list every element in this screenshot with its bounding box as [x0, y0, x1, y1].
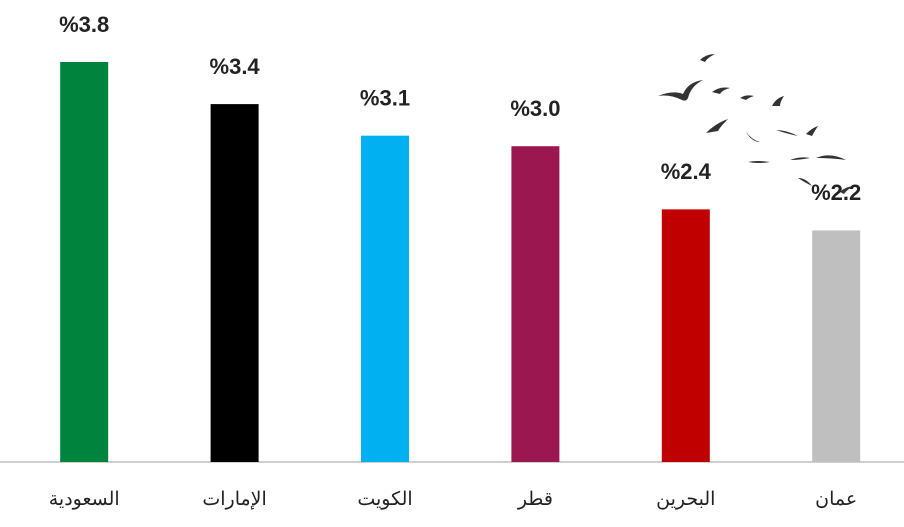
bar	[361, 135, 409, 462]
value-label: %3.1	[360, 85, 410, 110]
value-label: %2.4	[661, 159, 712, 184]
bar	[511, 146, 560, 463]
bar	[812, 230, 861, 462]
bar	[60, 62, 109, 462]
x-tick-label: قطر	[517, 488, 553, 510]
x-tick-label: الكويت	[357, 488, 412, 510]
bar	[661, 209, 710, 462]
value-label: %3.4	[210, 54, 261, 79]
bar	[210, 104, 259, 463]
x-tick-label: السعودية	[49, 488, 120, 510]
x-tick-label: عمان	[815, 488, 857, 510]
birds	[658, 54, 856, 194]
value-label: %3.8	[59, 12, 109, 37]
x-tick-label: الإمارات	[202, 488, 266, 510]
value-label: %3.0	[510, 96, 560, 121]
value-label: %2.2	[811, 180, 861, 205]
x-tick-label: البحرين	[656, 488, 715, 510]
